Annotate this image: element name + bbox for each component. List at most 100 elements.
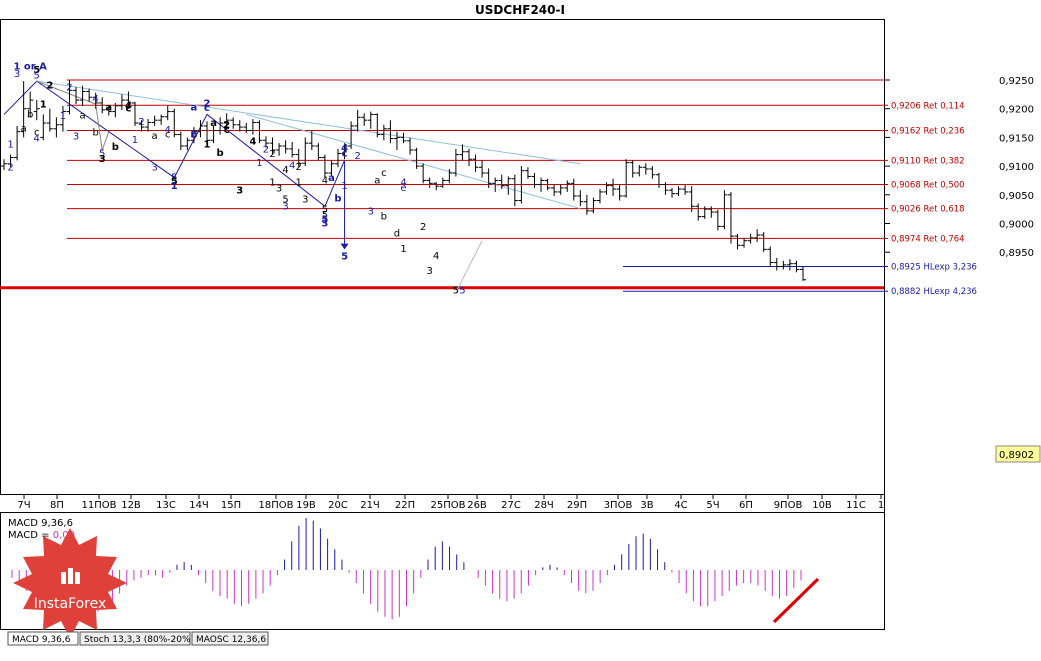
price-bar	[747, 233, 754, 244]
wave-label: 1	[132, 135, 138, 146]
wave-label: 4	[341, 143, 348, 154]
price-bar	[479, 160, 486, 178]
price-bar	[177, 131, 184, 151]
wave-label: 2	[138, 117, 144, 128]
wave-label: 2	[296, 162, 302, 173]
price-bar	[171, 108, 178, 138]
price-bar	[511, 174, 518, 207]
wave-label: 5	[171, 176, 178, 187]
wave-label: 2	[269, 149, 275, 160]
time-tick-label: 3ПОВ	[604, 500, 633, 511]
indicator-tab[interactable]: Stoch 13,3,3 (80%-20%)	[79, 631, 194, 646]
wave-label: 5	[459, 286, 465, 297]
price-bar	[426, 177, 433, 188]
fib-level-label: 0,8974 Ret 0,764	[891, 234, 965, 244]
time-tick-label: 6П	[739, 500, 753, 511]
price-bar	[655, 172, 662, 188]
price-bar	[92, 92, 99, 109]
wave-path	[3, 80, 346, 208]
wave-label: 4	[289, 160, 295, 171]
indicator-tab[interactable]: MACD 9,36,6	[7, 631, 79, 646]
price-bar	[197, 120, 204, 138]
time-tick-label: 12В	[121, 500, 141, 511]
price-bar	[793, 260, 800, 273]
price-bar	[374, 113, 381, 138]
price-bar	[465, 148, 472, 167]
time-tick-label: 14Ч	[189, 500, 209, 511]
price-tick-label: 0,8950	[999, 248, 1034, 259]
time-tick-label: 11С	[846, 500, 866, 511]
price-bar	[236, 120, 243, 132]
price-tick-label: 0,9050	[999, 191, 1034, 202]
logo-text: InstaForex	[34, 596, 107, 612]
wave-label: 1	[341, 181, 347, 192]
wave-label: 5	[33, 65, 40, 76]
price-bar	[276, 143, 283, 156]
price-bar	[662, 182, 669, 195]
fib-level-label: 0,9162 Ret 0,236	[891, 127, 965, 137]
time-tick-label: 13С	[156, 500, 176, 511]
price-bar	[459, 144, 466, 161]
price-bar	[786, 259, 793, 271]
wave-label: a	[152, 131, 158, 142]
wave-label: c	[381, 168, 387, 179]
price-bar	[590, 197, 597, 214]
price-bar	[629, 160, 636, 178]
price-bar	[773, 257, 780, 271]
time-tick-label: 9ПОВ	[774, 500, 803, 511]
price-bar	[472, 154, 479, 172]
ext-level-label: 0,8925 HLexp 3,236	[891, 263, 977, 273]
wave-label: c	[165, 129, 171, 140]
price-bar	[66, 80, 73, 115]
price-bar	[204, 121, 211, 145]
price-bar	[79, 85, 86, 106]
price-bar	[328, 160, 335, 177]
price-bar	[145, 119, 152, 132]
price-bar	[734, 233, 741, 250]
wave-label: b	[334, 194, 341, 205]
indicator-tab[interactable]: MAOSC 12,36,6	[191, 631, 269, 646]
price-bar	[596, 189, 603, 204]
ext-level-label: 0,8882 HLexp 4,236	[891, 287, 977, 297]
wave-label: a	[80, 110, 86, 121]
projection-line	[455, 240, 483, 293]
wave-label: 1	[60, 111, 66, 122]
wave-label: e	[400, 183, 406, 194]
price-bar	[341, 143, 348, 160]
price-bar	[138, 120, 145, 132]
price-bar	[518, 166, 525, 204]
wave-label: 3	[368, 206, 374, 217]
price-bar	[112, 102, 119, 118]
price-bar	[623, 159, 630, 198]
time-tick-label: 5Ч	[706, 500, 719, 511]
wave-label: b	[217, 148, 224, 159]
indicator-tab-label: MAOSC 12,36,6	[196, 635, 266, 645]
wave-label: 4	[125, 101, 132, 112]
price-bar	[243, 123, 250, 133]
price-bar	[262, 136, 269, 148]
price-bar	[544, 178, 551, 191]
trendline-lower	[246, 113, 581, 210]
time-tick-label: 3В	[640, 500, 653, 511]
wave-label: 4	[93, 94, 99, 105]
wave-label: 1	[400, 244, 406, 255]
wave-label: a	[21, 124, 27, 135]
price-bar	[570, 178, 577, 201]
price-bar	[577, 190, 584, 207]
price-bar	[695, 203, 702, 221]
wave-label: 5	[282, 194, 288, 205]
wave-label: 2	[46, 81, 53, 92]
price-bar	[583, 194, 590, 215]
wave-label: b	[190, 129, 197, 140]
price-bar	[27, 91, 34, 118]
price-bar	[452, 148, 459, 177]
price-bar	[407, 137, 414, 155]
price-bar	[524, 167, 531, 179]
price-bar	[649, 166, 656, 179]
time-tick-label: 11ПОВ	[82, 500, 117, 511]
price-bar	[708, 206, 715, 218]
price-tick-label: 0,9150	[999, 133, 1034, 144]
wave-label: 2	[263, 144, 269, 155]
macd-value: 0,00	[53, 530, 75, 541]
price-bar	[158, 114, 165, 125]
